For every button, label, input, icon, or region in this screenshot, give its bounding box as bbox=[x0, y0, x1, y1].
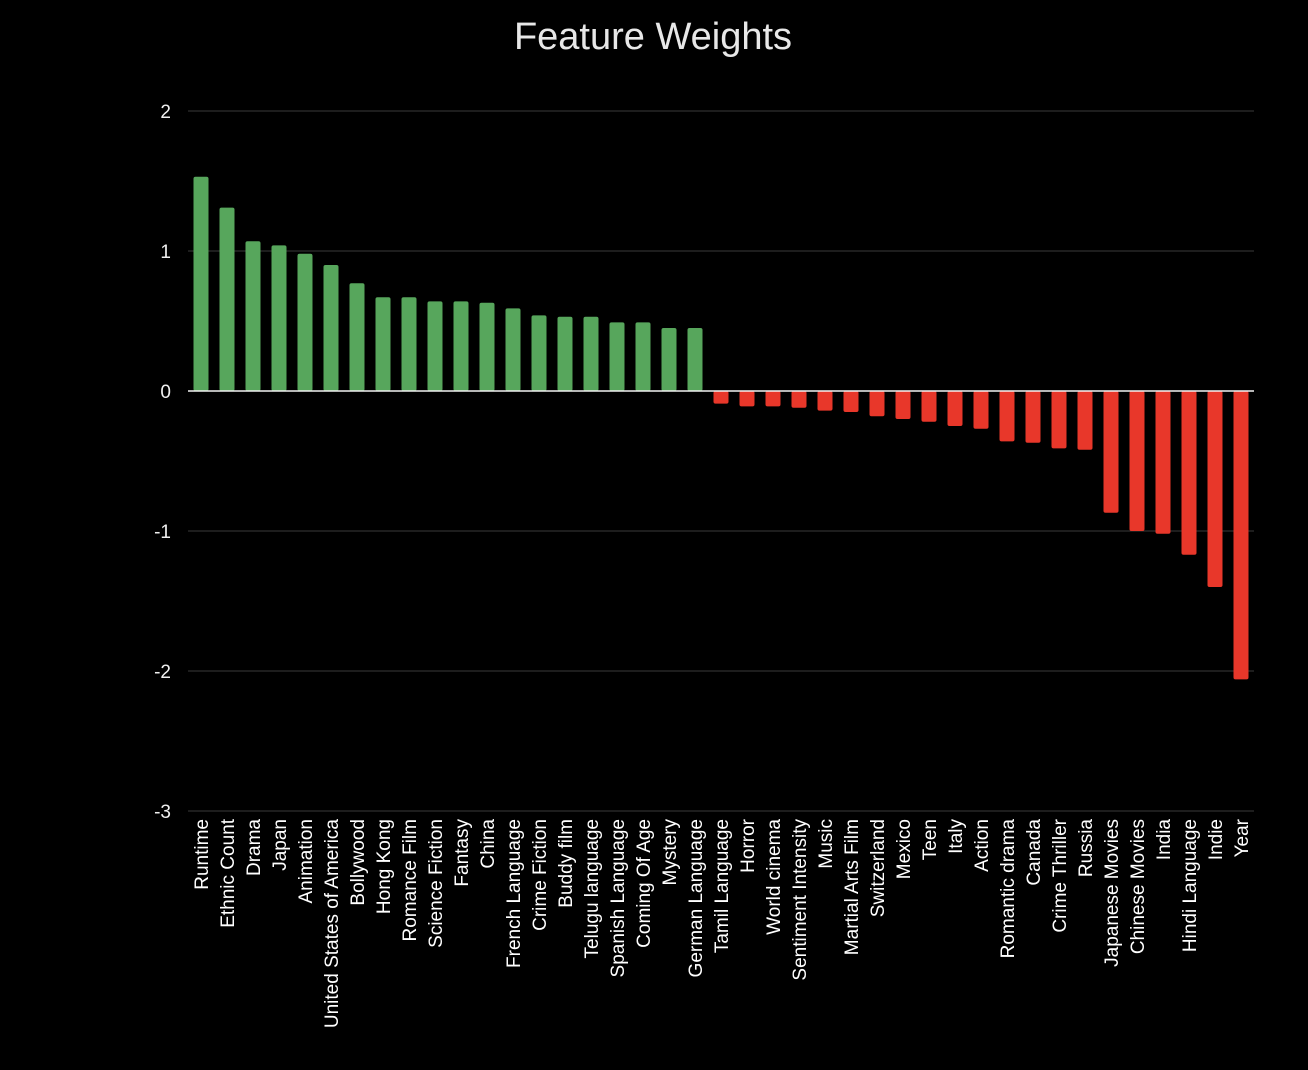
bar-ethnic-count bbox=[219, 207, 235, 391]
bar-science-fiction bbox=[427, 301, 443, 391]
x-tick-label: Hong Kong bbox=[374, 819, 395, 914]
x-tick-label: Japanese Movies bbox=[1102, 819, 1123, 967]
bar-hong-kong bbox=[375, 297, 391, 391]
bar-teen bbox=[921, 391, 937, 422]
bar-japanese-movies bbox=[1103, 391, 1119, 513]
x-tick-label: World cinema bbox=[764, 819, 785, 935]
bar-canada bbox=[1025, 391, 1041, 443]
bar-music bbox=[817, 391, 833, 411]
y-tick-label: 1 bbox=[160, 242, 171, 263]
x-tick-label: Buddy film bbox=[556, 819, 577, 908]
bar-switzerland bbox=[869, 391, 885, 417]
bar-martial-arts-film bbox=[843, 391, 859, 412]
chart-title: Feature Weights bbox=[514, 16, 792, 58]
bar-mystery bbox=[661, 328, 677, 391]
bar-buddy-film bbox=[557, 316, 573, 391]
y-tick-label: -3 bbox=[154, 802, 171, 823]
x-tick-label: Crime Thriller bbox=[1050, 818, 1071, 932]
x-tick-label: Science Fiction bbox=[426, 819, 447, 948]
x-tick-label: Year bbox=[1232, 818, 1253, 857]
x-tick-label: Martial Arts Film bbox=[842, 819, 863, 955]
x-tick-label: Mystery bbox=[660, 819, 681, 886]
x-tick-label: Chinese Movies bbox=[1128, 819, 1149, 954]
bar-german-language bbox=[687, 328, 703, 391]
bar-bollywood bbox=[349, 283, 365, 391]
x-tick-label: Switzerland bbox=[868, 819, 889, 917]
x-tick-label: Ethnic Count bbox=[218, 818, 239, 928]
bar-spanish-language bbox=[609, 322, 625, 391]
bar-world-cinema bbox=[765, 391, 781, 407]
bar-chinese-movies bbox=[1129, 391, 1145, 531]
x-tick-label: Romance Film bbox=[400, 819, 421, 941]
x-tick-label: Action bbox=[972, 819, 993, 872]
x-tick-label: Italy bbox=[946, 819, 967, 854]
bar-italy bbox=[947, 391, 963, 426]
y-tick-label: -1 bbox=[154, 522, 171, 543]
bar-animation bbox=[297, 253, 313, 391]
bar-united-states-of-america bbox=[323, 265, 339, 391]
bar-romance-film bbox=[401, 297, 417, 391]
x-axis-tick-labels: Runtime Ethnic Count Drama Japan Animation Un… bbox=[192, 818, 1253, 1028]
y-axis-tick-labels: 2 1 0 -1 -2 -3 bbox=[154, 102, 171, 823]
x-tick-label: Tamil Language bbox=[712, 819, 733, 953]
x-tick-label: German Language bbox=[686, 819, 707, 977]
bar-crime-fiction bbox=[531, 315, 547, 391]
x-tick-label: Russia bbox=[1076, 819, 1097, 878]
x-tick-label: Telugu language bbox=[582, 819, 603, 958]
x-tick-label: Horror bbox=[738, 818, 759, 873]
bar-japan bbox=[271, 245, 287, 391]
bar-romantic-drama bbox=[999, 391, 1015, 442]
bar-indie bbox=[1207, 391, 1223, 587]
grid-lines bbox=[188, 110, 1254, 812]
bar-russia bbox=[1077, 391, 1093, 450]
bar-sentiment-intensity bbox=[791, 391, 807, 408]
x-tick-label: India bbox=[1154, 819, 1175, 861]
x-tick-label: Runtime bbox=[192, 819, 213, 890]
x-tick-label: Indie bbox=[1206, 819, 1227, 860]
bar-india bbox=[1155, 391, 1171, 534]
bar-crime-thriller bbox=[1051, 391, 1067, 449]
x-tick-label: Canada bbox=[1024, 819, 1045, 886]
x-tick-label: Music bbox=[816, 819, 837, 869]
bar-horror bbox=[739, 391, 755, 407]
x-tick-label: Animation bbox=[296, 819, 317, 904]
bar-year bbox=[1233, 391, 1249, 680]
y-tick-label: 0 bbox=[160, 382, 171, 403]
bar-telugu-language bbox=[583, 316, 599, 391]
bar-hindi-language bbox=[1181, 391, 1197, 555]
bar-action bbox=[973, 391, 989, 429]
bar-drama bbox=[245, 241, 261, 391]
bar-runtime bbox=[193, 176, 209, 391]
x-tick-label: Fantasy bbox=[452, 819, 473, 887]
x-tick-label: Coming Of Age bbox=[634, 819, 655, 948]
bar-french-language bbox=[505, 308, 521, 391]
x-tick-label: Drama bbox=[244, 819, 265, 876]
bar-coming-of-age bbox=[635, 322, 651, 391]
y-tick-label: 2 bbox=[160, 102, 171, 123]
bars bbox=[193, 176, 1249, 680]
x-tick-label: China bbox=[478, 819, 499, 869]
x-tick-label: Bollywood bbox=[348, 819, 369, 906]
x-tick-label: French Language bbox=[504, 819, 525, 968]
x-tick-label: Sentiment Intensity bbox=[790, 819, 811, 981]
x-tick-label: Teen bbox=[920, 819, 941, 860]
x-tick-label: Spanish Language bbox=[608, 819, 629, 977]
x-tick-label: Mexico bbox=[894, 819, 915, 879]
x-tick-label: Crime Fiction bbox=[530, 819, 551, 931]
y-tick-label: -2 bbox=[154, 662, 171, 683]
x-tick-label: Hindi Language bbox=[1180, 819, 1201, 952]
bar-tamil-language bbox=[713, 391, 729, 404]
x-tick-label: Romantic drama bbox=[998, 819, 1019, 959]
bar-fantasy bbox=[453, 301, 469, 391]
x-tick-label: Japan bbox=[270, 819, 291, 871]
x-tick-label: United States of America bbox=[322, 819, 343, 1029]
bar-china bbox=[479, 302, 495, 391]
bar-mexico bbox=[895, 391, 911, 419]
